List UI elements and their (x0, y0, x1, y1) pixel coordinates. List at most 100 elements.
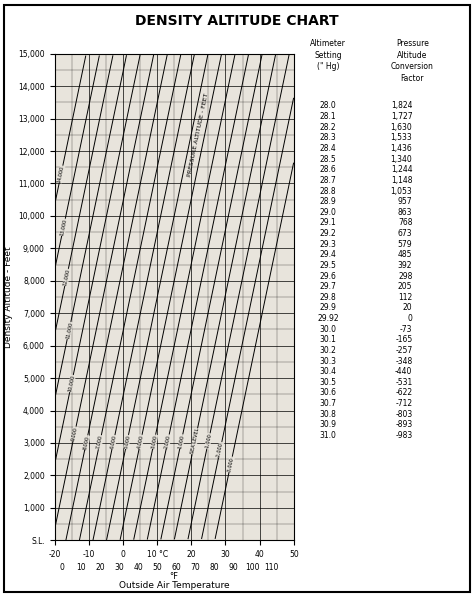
Text: 0: 0 (60, 563, 64, 572)
Text: 29.8: 29.8 (319, 293, 337, 301)
Text: -803: -803 (395, 410, 412, 418)
Text: 957: 957 (398, 197, 412, 206)
Text: 5,000: 5,000 (123, 435, 131, 450)
Text: -622: -622 (395, 389, 412, 398)
Text: 30.3: 30.3 (319, 356, 337, 365)
Text: 28.3: 28.3 (319, 133, 337, 142)
Text: PRESSURE ALTITUDE - FEET: PRESSURE ALTITUDE - FEET (187, 93, 210, 177)
Text: 13,000: 13,000 (59, 219, 68, 236)
Text: 40: 40 (133, 563, 143, 572)
Text: 29.6: 29.6 (319, 272, 337, 281)
Text: 30.0: 30.0 (319, 325, 337, 334)
Text: 28.9: 28.9 (319, 197, 337, 206)
Text: 10,000: 10,000 (67, 374, 76, 392)
Text: 28.4: 28.4 (319, 144, 337, 153)
Text: 3,000: 3,000 (150, 435, 158, 449)
Text: 110: 110 (264, 563, 278, 572)
Text: 30.7: 30.7 (319, 399, 337, 408)
Text: 298: 298 (398, 272, 412, 281)
Text: -531: -531 (395, 378, 412, 387)
Text: 30.5: 30.5 (319, 378, 337, 387)
Text: 11,000: 11,000 (65, 322, 73, 339)
Text: 31.0: 31.0 (319, 431, 337, 440)
Text: 30.6: 30.6 (319, 389, 337, 398)
Text: 60: 60 (171, 563, 181, 572)
Text: 9,000: 9,000 (71, 426, 79, 441)
Text: -2,000: -2,000 (216, 442, 224, 458)
Text: 579: 579 (398, 239, 412, 248)
Text: 1,630: 1,630 (391, 123, 412, 132)
Text: 29.9: 29.9 (319, 303, 337, 312)
Text: 28.1: 28.1 (319, 112, 337, 121)
Text: -712: -712 (395, 399, 412, 408)
Text: 485: 485 (398, 250, 412, 259)
Text: -3,000: -3,000 (227, 456, 235, 473)
Text: 28.5: 28.5 (319, 155, 337, 164)
Text: 28.0: 28.0 (319, 101, 337, 110)
Text: 20: 20 (403, 303, 412, 312)
Text: 29.4: 29.4 (319, 250, 337, 259)
Text: 1,533: 1,533 (391, 133, 412, 142)
Text: 50: 50 (152, 563, 162, 572)
Text: 12,000: 12,000 (63, 269, 71, 287)
Text: -983: -983 (395, 431, 412, 440)
Text: 29.5: 29.5 (319, 261, 337, 270)
Text: -893: -893 (395, 420, 412, 429)
Text: 30.9: 30.9 (319, 420, 337, 429)
Text: 112: 112 (398, 293, 412, 301)
Text: -165: -165 (395, 336, 412, 344)
Text: 14,000: 14,000 (57, 165, 65, 183)
Text: 2,000: 2,000 (164, 434, 172, 449)
Text: 29.2: 29.2 (319, 229, 337, 238)
Text: 29.92: 29.92 (317, 314, 339, 323)
Text: 1,244: 1,244 (391, 165, 412, 174)
Text: 29.7: 29.7 (319, 282, 337, 291)
Text: 768: 768 (398, 219, 412, 227)
Text: -73: -73 (400, 325, 412, 334)
Text: 1,148: 1,148 (391, 176, 412, 185)
Text: Outside Air Temperature: Outside Air Temperature (119, 581, 229, 590)
Text: 28.6: 28.6 (319, 165, 337, 174)
Text: 100: 100 (245, 563, 259, 572)
Text: 8,000: 8,000 (82, 435, 90, 450)
Text: 30.8: 30.8 (319, 410, 337, 418)
Text: 863: 863 (398, 208, 412, 217)
Text: 28.7: 28.7 (319, 176, 337, 185)
Text: 30.1: 30.1 (319, 336, 337, 344)
Text: 392: 392 (398, 261, 412, 270)
Text: 30: 30 (114, 563, 124, 572)
Text: 28.2: 28.2 (319, 123, 337, 132)
Text: 30.2: 30.2 (319, 346, 337, 355)
Y-axis label: Density Altitude - Feet: Density Altitude - Feet (4, 246, 13, 348)
Text: DENSITY ALTITUDE CHART: DENSITY ALTITUDE CHART (135, 14, 339, 27)
Text: 30.4: 30.4 (319, 367, 337, 376)
Text: 1,000: 1,000 (177, 434, 185, 449)
Text: 1,436: 1,436 (391, 144, 412, 153)
Text: Altimeter
Setting
(" Hg): Altimeter Setting (" Hg) (310, 39, 346, 72)
Text: 70: 70 (190, 563, 200, 572)
Text: 1,053: 1,053 (391, 186, 412, 195)
Text: -1,000: -1,000 (204, 433, 212, 450)
Text: 29.0: 29.0 (319, 208, 337, 217)
Text: SEA LEVEL: SEA LEVEL (190, 428, 200, 455)
Text: Pressure
Altitude
Conversion
Factor: Pressure Altitude Conversion Factor (391, 39, 434, 83)
Text: 1,727: 1,727 (391, 112, 412, 121)
Text: 29.1: 29.1 (319, 219, 337, 227)
Text: -348: -348 (395, 356, 412, 365)
Text: 205: 205 (398, 282, 412, 291)
Text: 29.3: 29.3 (319, 239, 337, 248)
Text: °F: °F (170, 572, 179, 581)
Text: 28.8: 28.8 (319, 186, 337, 195)
Text: 90: 90 (228, 563, 238, 572)
Text: 1,340: 1,340 (391, 155, 412, 164)
Text: 673: 673 (398, 229, 412, 238)
Text: 4,000: 4,000 (137, 435, 145, 449)
Text: -257: -257 (395, 346, 412, 355)
Text: 80: 80 (210, 563, 219, 572)
Text: -440: -440 (395, 367, 412, 376)
Text: 20: 20 (95, 563, 105, 572)
Text: 10: 10 (76, 563, 86, 572)
Text: 7,000: 7,000 (96, 435, 104, 450)
Text: 1,824: 1,824 (391, 101, 412, 110)
Text: 0: 0 (408, 314, 412, 323)
